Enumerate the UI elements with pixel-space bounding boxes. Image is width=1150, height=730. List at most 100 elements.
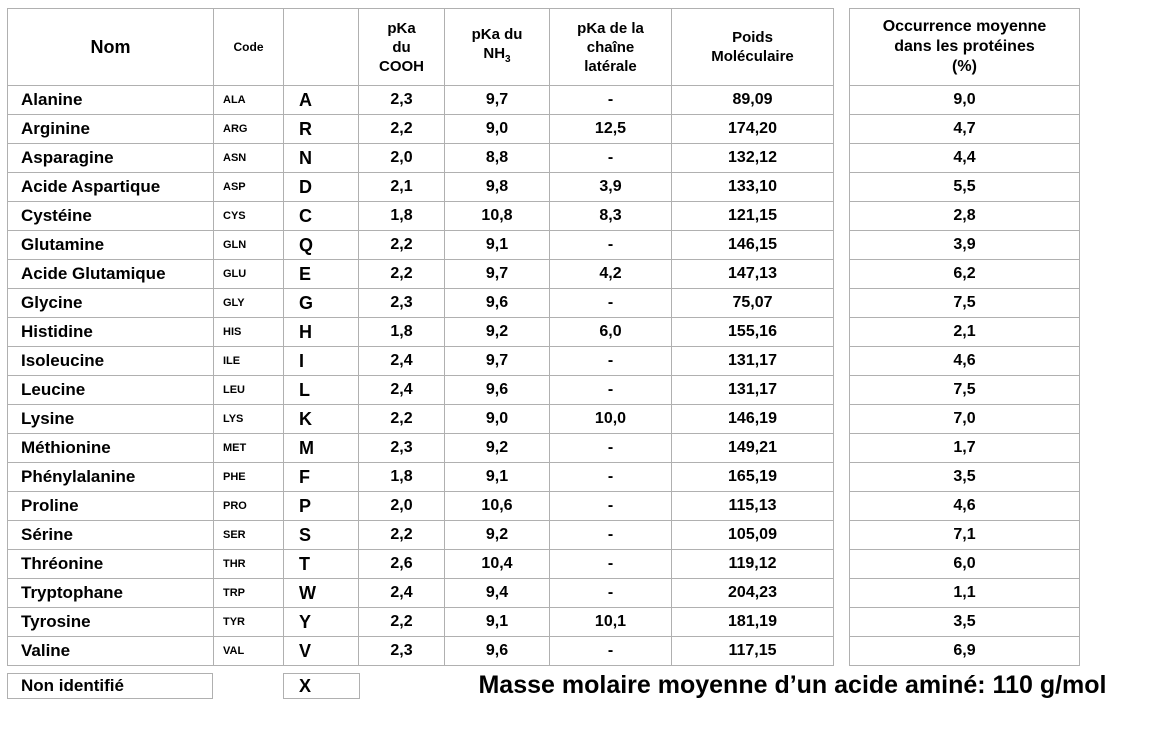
table-row: Phénylalanine PHE F 1,8 9,1-165,19	[7, 462, 834, 492]
cell-letter: K	[283, 404, 359, 434]
occurrence-row: 4,6	[849, 491, 1080, 521]
cell-pka-side-chain: 3,9	[549, 172, 672, 202]
cell-pka-cooh: 2,0	[358, 491, 445, 521]
table-row: Cystéine CYS C 1,8 10,8 8,3 121,15	[7, 201, 834, 231]
cell-pka-side-chain: -	[549, 143, 672, 173]
cell-letter: D	[283, 172, 359, 202]
occurrence-row: 3,5	[849, 462, 1080, 492]
cell-pka-side-chain: -	[549, 346, 672, 376]
table-row: Isoleucine ILE I 2,4 9,7-131,17	[7, 346, 834, 376]
cell-code: ILE	[213, 346, 284, 376]
cell-letter: V	[283, 636, 359, 666]
cell-pka-side-chain: 10,0	[549, 404, 672, 434]
table-row: Proline PRO P 2,0 10,6-115,13	[7, 491, 834, 521]
occurrence-row: 2,1	[849, 317, 1080, 347]
cell-pka-side-chain: -	[549, 85, 672, 115]
cell-pka-nh3: 10,4	[444, 549, 550, 579]
table-row: Alanine ALA A 2,3 9,7-89,09	[7, 85, 834, 115]
cell-occurrence: 4,6	[849, 491, 1080, 521]
cell-pka-cooh: 2,3	[358, 85, 445, 115]
cell-code: ARG	[213, 114, 284, 144]
table-row: Thréonine THR T 2,6 10,4-119,12	[7, 549, 834, 579]
cell-molecular-weight: 204,23	[671, 578, 834, 608]
cell-nom: Thréonine	[7, 549, 214, 579]
cell-molecular-weight: 89,09	[671, 85, 834, 115]
cell-molecular-weight: 155,16	[671, 317, 834, 347]
cell-occurrence: 2,1	[849, 317, 1080, 347]
occurrence-row: 7,5	[849, 375, 1080, 405]
table-row: Lysine LYS K 2,2 9,0 10,0 146,19	[7, 404, 834, 434]
cell-molecular-weight: 119,12	[671, 549, 834, 579]
header-occurrence: Occurrence moyenne dans les protéines (%…	[849, 8, 1080, 86]
cell-pka-nh3: 9,2	[444, 520, 550, 550]
cell-pka-side-chain: 4,2	[549, 259, 672, 289]
cell-occurrence: 1,1	[849, 578, 1080, 608]
occurrence-row: 9,0	[849, 85, 1080, 115]
table-row: Acide Aspartique ASP D 2,1 9,8 3,9 133,10	[7, 172, 834, 202]
cell-code: TYR	[213, 607, 284, 637]
cell-molecular-weight: 146,19	[671, 404, 834, 434]
header-nom: Nom	[7, 8, 214, 86]
table-row: Méthionine MET M 2,3 9,2-149,21	[7, 433, 834, 463]
cell-occurrence: 6,0	[849, 549, 1080, 579]
cell-letter: H	[283, 317, 359, 347]
cell-nom: Tyrosine	[7, 607, 214, 637]
cell-molecular-weight: 117,15	[671, 636, 834, 666]
cell-pka-side-chain: 10,1	[549, 607, 672, 637]
occurrence-row: 1,1	[849, 578, 1080, 608]
molar-mass-note: Masse molaire moyenne d’un acide aminé: …	[478, 671, 1107, 699]
cell-nom: Asparagine	[7, 143, 214, 173]
cell-letter: P	[283, 491, 359, 521]
cell-occurrence: 3,5	[849, 462, 1080, 492]
occurrence-row: 7,0	[849, 404, 1080, 434]
cell-letter: E	[283, 259, 359, 289]
cell-molecular-weight: 75,07	[671, 288, 834, 318]
cell-occurrence: 9,0	[849, 85, 1080, 115]
cell-nom: Valine	[7, 636, 214, 666]
cell-pka-side-chain: -	[549, 462, 672, 492]
table-row: Glutamine GLN Q 2,2 9,1-146,15	[7, 230, 834, 260]
occurrence-row: 7,5	[849, 288, 1080, 318]
cell-letter: Y	[283, 607, 359, 637]
cell-pka-side-chain: -	[549, 288, 672, 318]
cell-pka-cooh: 2,6	[358, 549, 445, 579]
occurrence-table: Occurrence moyenne dans les protéines (%…	[849, 8, 1080, 666]
cell-code: LYS	[213, 404, 284, 434]
cell-pka-nh3: 10,6	[444, 491, 550, 521]
cell-pka-nh3: 9,7	[444, 85, 550, 115]
header-code: Code	[213, 8, 284, 86]
cell-nom: Acide Glutamique	[7, 259, 214, 289]
cell-pka-cooh: 2,4	[358, 346, 445, 376]
occurrence-row: 3,9	[849, 230, 1080, 260]
cell-nom: Isoleucine	[7, 346, 214, 376]
cell-molecular-weight: 174,20	[671, 114, 834, 144]
cell-pka-nh3: 10,8	[444, 201, 550, 231]
cell-pka-side-chain: -	[549, 636, 672, 666]
occurrence-row: 6,0	[849, 549, 1080, 579]
cell-letter: C	[283, 201, 359, 231]
cell-letter: F	[283, 462, 359, 492]
cell-code: TRP	[213, 578, 284, 608]
cell-code: GLY	[213, 288, 284, 318]
cell-pka-cooh: 1,8	[358, 317, 445, 347]
header-letter	[283, 8, 359, 86]
cell-code: VAL	[213, 636, 284, 666]
occurrence-row: 6,9	[849, 636, 1080, 666]
cell-occurrence: 2,8	[849, 201, 1080, 231]
cell-nom: Glycine	[7, 288, 214, 318]
header-pka-side-chain: pKa de la chaîne latérale	[549, 8, 672, 86]
cell-pka-cooh: 2,1	[358, 172, 445, 202]
header-pka-nh3-line1: pKa du	[471, 26, 523, 43]
cell-pka-cooh: 2,3	[358, 288, 445, 318]
cell-pka-cooh: 1,8	[358, 462, 445, 492]
header-pka-nh3-subscript: 3	[505, 54, 511, 65]
cell-code: ASP	[213, 172, 284, 202]
cell-pka-nh3: 9,1	[444, 607, 550, 637]
cell-pka-nh3: 9,0	[444, 114, 550, 144]
cell-pka-cooh: 2,2	[358, 259, 445, 289]
cell-molecular-weight: 146,15	[671, 230, 834, 260]
cell-pka-side-chain: 6,0	[549, 317, 672, 347]
cell-pka-nh3: 9,2	[444, 433, 550, 463]
unidentified-letter-box: X	[283, 673, 360, 699]
cell-pka-cooh: 2,2	[358, 607, 445, 637]
